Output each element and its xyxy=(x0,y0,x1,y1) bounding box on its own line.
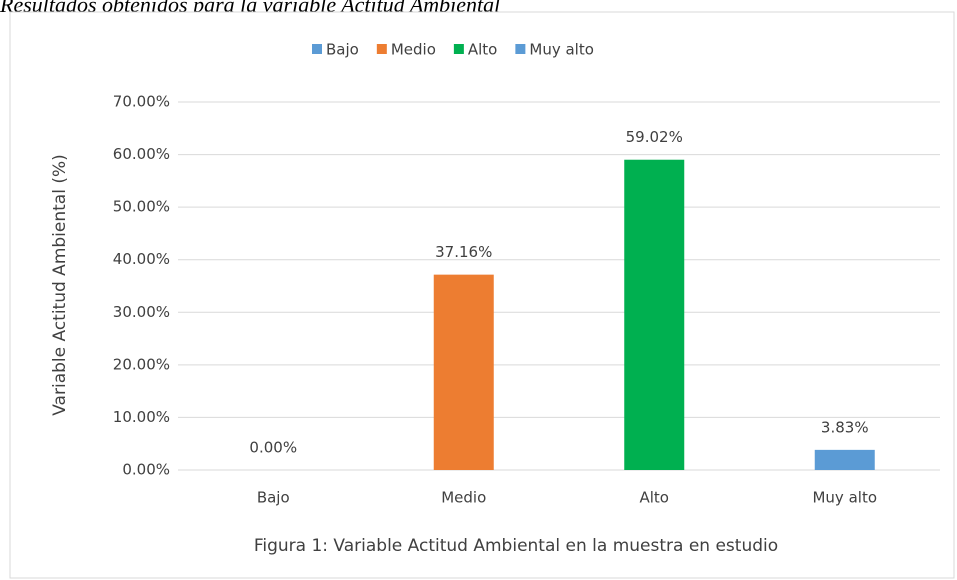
legend-label: Alto xyxy=(468,41,498,59)
x-tick-label: Bajo xyxy=(257,489,290,507)
legend-swatch xyxy=(312,44,322,54)
bar xyxy=(814,449,875,470)
y-tick-label: 10.00% xyxy=(113,408,170,426)
data-label: 59.02% xyxy=(626,128,683,146)
y-tick-label: 60.00% xyxy=(113,145,170,163)
legend-label: Medio xyxy=(391,41,436,59)
x-tick-label: Alto xyxy=(640,489,670,507)
legend-swatch xyxy=(515,44,526,54)
x-tick-label: Medio xyxy=(441,489,486,507)
y-tick-label: 40.00% xyxy=(113,250,170,268)
y-tick-label: 70.00% xyxy=(113,93,170,111)
data-label: 0.00% xyxy=(249,439,297,457)
data-label: 37.16% xyxy=(435,243,492,261)
y-tick-label: 50.00% xyxy=(113,198,170,216)
caption: Figura 1: Variable Actitud Ambiental en … xyxy=(254,536,778,556)
bar xyxy=(433,274,494,470)
y-tick-label: 0.00% xyxy=(122,461,170,479)
y-tick-label: 20.00% xyxy=(113,355,170,373)
legend-swatch xyxy=(376,44,387,54)
legend-label: Bajo xyxy=(326,41,359,59)
legend-swatch xyxy=(453,44,464,54)
x-tick-label: Muy alto xyxy=(812,489,877,507)
data-label: 3.83% xyxy=(821,418,869,436)
y-axis-title: Variable Actitud Ambiental (%) xyxy=(50,154,70,416)
legend-label: Muy alto xyxy=(529,41,594,59)
bar xyxy=(624,159,685,470)
y-tick-label: 30.00% xyxy=(113,303,170,321)
